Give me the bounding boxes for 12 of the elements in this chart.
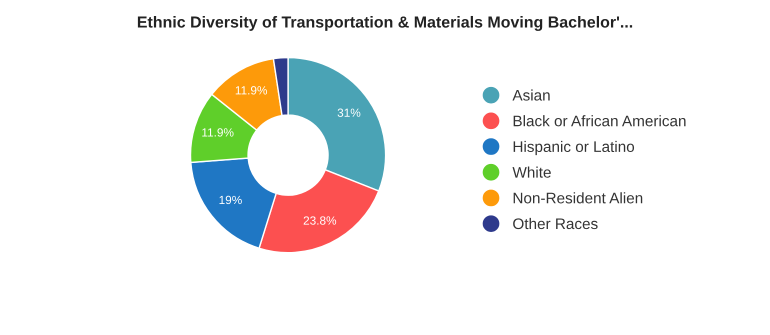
legend-label: White [512, 166, 551, 178]
legend-label: Hispanic or Latino [514, 140, 634, 156]
legend-label: Asian [512, 89, 550, 101]
data-label: 19% [220, 196, 242, 204]
legend-label: Other Races [513, 218, 598, 230]
legend-label: Black or African American [514, 115, 686, 126]
chart-title: Ethnic Diversity of Transportation & Materials Moving Bachelor'... [138, 16, 632, 31]
legend-label: Non-Resident Alien [514, 192, 642, 204]
data-label: 31% [338, 108, 360, 117]
data-label: 11.9% [202, 128, 234, 137]
data-label: 11.9% [236, 86, 268, 95]
data-label: 23.8% [304, 216, 336, 225]
